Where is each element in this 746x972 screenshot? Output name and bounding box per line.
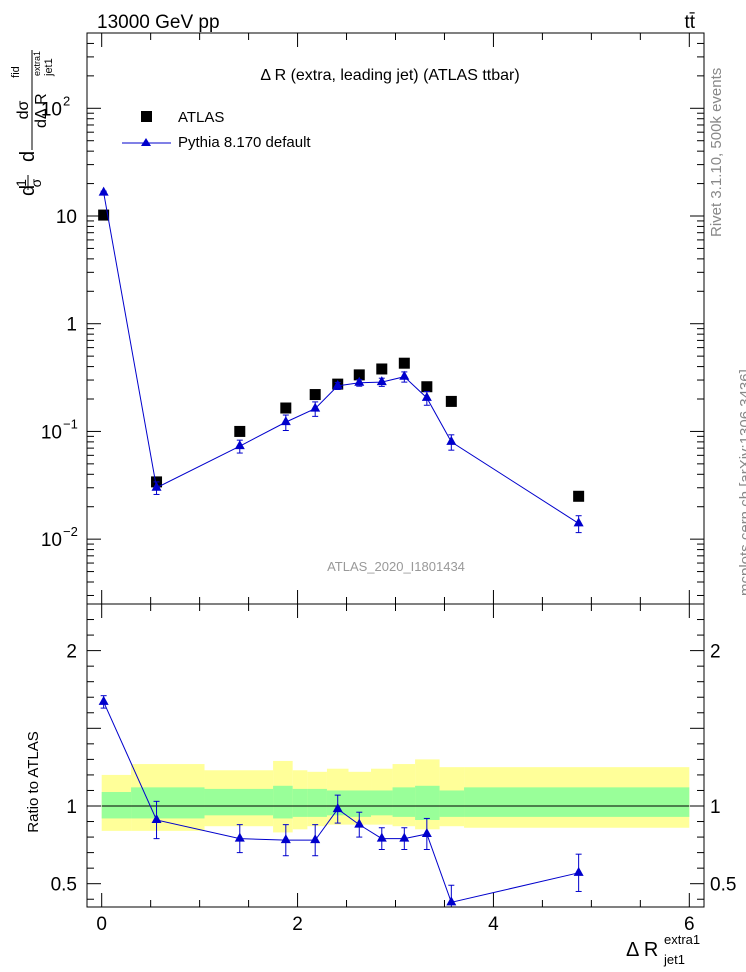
ratio-x-tick-label: 6 xyxy=(684,914,695,935)
ratio-plot-panel: 0 2 4 6 0.5 0.5 1 1 2 2 Ratio to ATLAS Δ R jet1 e… xyxy=(25,603,736,967)
x-axis-label-sub: jet1 xyxy=(663,952,685,967)
ratio-y-tick-label: 2 xyxy=(66,642,77,663)
pythia-data-point xyxy=(332,379,343,389)
ratio-data-point xyxy=(446,896,457,906)
pythia-data-point xyxy=(354,376,365,386)
y-label-d2: d xyxy=(17,151,39,162)
analysis-watermark: ATLAS_2020_I1801434 xyxy=(327,559,465,574)
ratio-data-point xyxy=(151,813,162,823)
atlas-data-point xyxy=(280,402,292,414)
atlas-data-point xyxy=(445,395,457,407)
pythia-data-point xyxy=(310,402,321,412)
main-y-tick-label: 10 xyxy=(41,99,62,120)
y-label-fid: fid xyxy=(10,66,22,78)
ratio-data-point xyxy=(310,834,321,844)
main-y-tick-label: 10 xyxy=(41,422,62,443)
ratio-y-tick-label: 0.5 xyxy=(51,875,77,896)
ratio-data-point xyxy=(280,834,291,844)
legend-pythia-marker xyxy=(141,138,151,146)
ratio-band-inner xyxy=(392,787,416,817)
header-energy-label: 13000 GeV pp xyxy=(97,12,220,33)
ratio-series-line xyxy=(103,701,579,903)
pythia-data-point xyxy=(446,435,457,445)
ratio-band-inner xyxy=(371,790,393,816)
rivet-version-label: Rivet 3.1.10, 500k events xyxy=(708,68,725,237)
pythia-data-point xyxy=(421,391,432,401)
legend: ATLAS Pythia 8.170 default xyxy=(122,109,311,151)
y-label-frac-top: 1 xyxy=(13,179,29,187)
pythia-data-point xyxy=(151,481,162,491)
ratio-band-inner xyxy=(131,787,205,819)
ratio-data-point xyxy=(573,866,584,876)
ratio-band-inner xyxy=(415,785,440,820)
x-axis-label: Δ R xyxy=(626,939,658,961)
main-y-tick-exponent: −2 xyxy=(63,524,78,539)
y-label-sup: extra1 xyxy=(32,51,42,76)
main-y-tick-label: 10 xyxy=(41,530,62,551)
legend-atlas-marker xyxy=(141,111,152,122)
ratio-band-inner xyxy=(439,790,465,817)
ratio-y-tick-label-right: 2 xyxy=(710,642,721,663)
atlas-data-point xyxy=(234,425,246,437)
pythia-data-point xyxy=(98,186,109,196)
ratio-band-inner xyxy=(101,792,132,819)
y-label-dsigma: dσ xyxy=(15,100,32,119)
main-y-axis-label: d 1 σ d dσ fid dΔ R jet1 extra1 xyxy=(10,50,55,196)
ratio-data-point xyxy=(354,818,365,828)
legend-atlas-label: ATLAS xyxy=(178,109,224,126)
ratio-data-point xyxy=(376,832,387,842)
legend-pythia-label: Pythia 8.170 default xyxy=(178,134,311,151)
pythia-data-point xyxy=(573,517,584,527)
ratio-band-inner xyxy=(292,788,308,817)
pythia-data-point xyxy=(234,440,245,450)
ratio-band-inner xyxy=(348,790,372,817)
ratio-band-inner xyxy=(204,788,274,816)
mcplots-source-label: mcplots.cern.ch [arXiv:1306.3436] xyxy=(737,369,746,596)
ratio-x-tick-label: 2 xyxy=(292,914,303,935)
ratio-data-point xyxy=(98,695,109,705)
ratio-data-point xyxy=(234,832,245,842)
main-y-tick-label: 10 xyxy=(56,207,77,228)
main-y-tick-label: 1 xyxy=(66,315,77,336)
atlas-data-point xyxy=(421,381,433,393)
x-axis-label-sup: extra1 xyxy=(664,932,700,947)
ratio-data-point xyxy=(332,803,343,813)
main-plot-title: Δ R (extra, leading jet) (ATLAS ttbar) xyxy=(260,67,519,84)
ratio-y-axis-label: Ratio to ATLAS xyxy=(25,731,42,832)
ratio-y-tick-label-right: 0.5 xyxy=(710,875,736,896)
ratio-y-tick-label-right: 1 xyxy=(710,797,721,818)
ratio-data-point xyxy=(399,832,410,842)
atlas-data-point xyxy=(98,209,110,221)
atlas-data-point xyxy=(376,363,388,375)
pythia-series-line xyxy=(103,192,579,524)
ratio-data-point xyxy=(421,827,432,837)
main-y-tick-exponent: 2 xyxy=(63,93,70,108)
atlas-data-point xyxy=(398,357,410,369)
main-y-tick-exponent: −1 xyxy=(63,416,78,431)
ratio-x-tick-label: 4 xyxy=(488,914,499,935)
atlas-data-point xyxy=(573,490,585,502)
atlas-data-point xyxy=(309,389,321,401)
ratio-band-inner xyxy=(464,787,690,817)
y-label-sub: jet1 xyxy=(43,58,55,77)
pythia-data-point xyxy=(376,376,387,386)
pythia-data-point xyxy=(399,370,410,380)
ratio-plot-frame xyxy=(86,603,705,908)
ratio-band-inner xyxy=(307,788,327,817)
header-process-label: tt̄ xyxy=(684,12,695,33)
ratio-y-tick-label: 1 xyxy=(66,797,77,818)
y-label-d: d xyxy=(17,185,39,196)
y-label-frac-bottom: σ xyxy=(28,178,44,187)
ratio-x-tick-label: 0 xyxy=(96,914,107,935)
y-label-den: dΔ R xyxy=(33,93,50,128)
pythia-data-point xyxy=(280,416,291,426)
ratio-band-inner xyxy=(273,785,293,819)
atlas-data-point xyxy=(353,369,365,381)
